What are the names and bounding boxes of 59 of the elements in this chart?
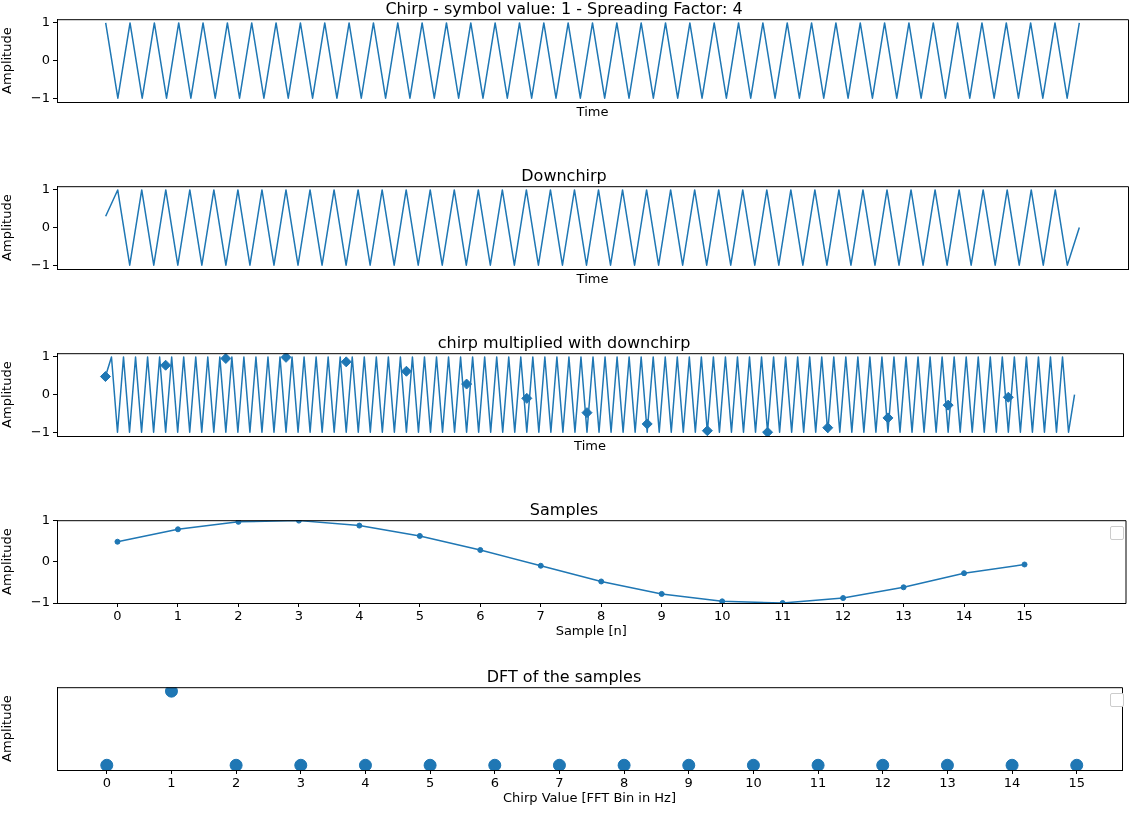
x-tick-label: 10 — [745, 775, 762, 791]
x-tick-label: 5 — [425, 775, 435, 791]
x-tick-label: 6 — [490, 775, 499, 791]
x-tick-label: 0 — [102, 775, 111, 791]
x-tick-label: 1 — [167, 775, 176, 791]
x-tick-label: 12 — [874, 775, 892, 791]
y-tick-label: 0 — [41, 385, 50, 401]
chart-title: chirp multiplied with downchirp — [437, 332, 691, 352]
x-tick-label: 8 — [597, 608, 606, 624]
x-axis-title: Chirp Value [FFT Bin in Hz] — [503, 789, 676, 805]
x-tick-label: 8 — [619, 775, 629, 791]
x-tick-label: 11 — [809, 775, 827, 791]
x-axis-title: Time — [573, 437, 606, 453]
x-tick-label: 2 — [234, 608, 243, 624]
y-axis-title: Amplitude — [0, 194, 15, 261]
x-tick-label: 12 — [834, 608, 852, 624]
x-axis-title: Time — [575, 270, 609, 286]
y-tick-label: 1 — [41, 348, 50, 364]
y-axis-title: Amplitude — [0, 361, 15, 428]
y-tick-label: −1 — [30, 423, 50, 439]
x-tick-label: 7 — [555, 775, 564, 791]
y-axis-title: Amplitude — [0, 528, 15, 595]
x-tick-label: 0 — [113, 608, 122, 624]
x-tick-label: 9 — [657, 608, 666, 624]
x-tick-label: 2 — [231, 775, 241, 791]
x-tick-label: 3 — [296, 775, 305, 791]
y-tick-label: 1 — [41, 511, 50, 527]
y-tick-label: 1 — [41, 181, 50, 197]
y-tick-label: −1 — [30, 256, 50, 272]
x-tick-label: 13 — [895, 608, 912, 624]
x-tick-label: 14 — [1003, 775, 1021, 791]
chart-title: Samples — [529, 499, 599, 519]
x-tick-label: 4 — [355, 608, 364, 624]
x-axis-title: Time — [575, 103, 609, 119]
chart-title: Downchirp — [521, 165, 607, 185]
y-tick-label: 1 — [41, 14, 50, 30]
y-tick-label: 0 — [41, 51, 50, 67]
y-tick-label: 0 — [41, 218, 50, 234]
x-tick-label: 11 — [774, 608, 791, 624]
y-tick-label: −1 — [30, 89, 50, 105]
x-tick-label: 15 — [1068, 775, 1086, 791]
x-tick-label: 4 — [361, 775, 370, 791]
y-tick-label: 0 — [41, 552, 50, 568]
chart-title: DFT of the samples — [486, 666, 642, 686]
x-tick-label: 10 — [713, 608, 731, 624]
x-tick-label: 7 — [536, 608, 545, 624]
x-tick-label: 14 — [955, 608, 973, 624]
x-tick-label: 5 — [415, 608, 424, 624]
x-tick-label: 15 — [1016, 608, 1033, 624]
y-axis-title: Amplitude — [0, 695, 15, 762]
x-tick-label: 1 — [173, 608, 183, 624]
x-axis-title: Sample [n] — [555, 622, 627, 638]
x-tick-label: 13 — [939, 775, 956, 791]
y-axis-title: Amplitude — [0, 27, 15, 94]
y-tick-label: −1 — [30, 594, 50, 610]
x-tick-label: 3 — [294, 608, 304, 624]
x-tick-label: 6 — [476, 608, 485, 624]
x-tick-label: 9 — [684, 775, 693, 791]
chart-title: Chirp - symbol value: 1 - Spreading Factor: 4 — [385, 0, 743, 18]
